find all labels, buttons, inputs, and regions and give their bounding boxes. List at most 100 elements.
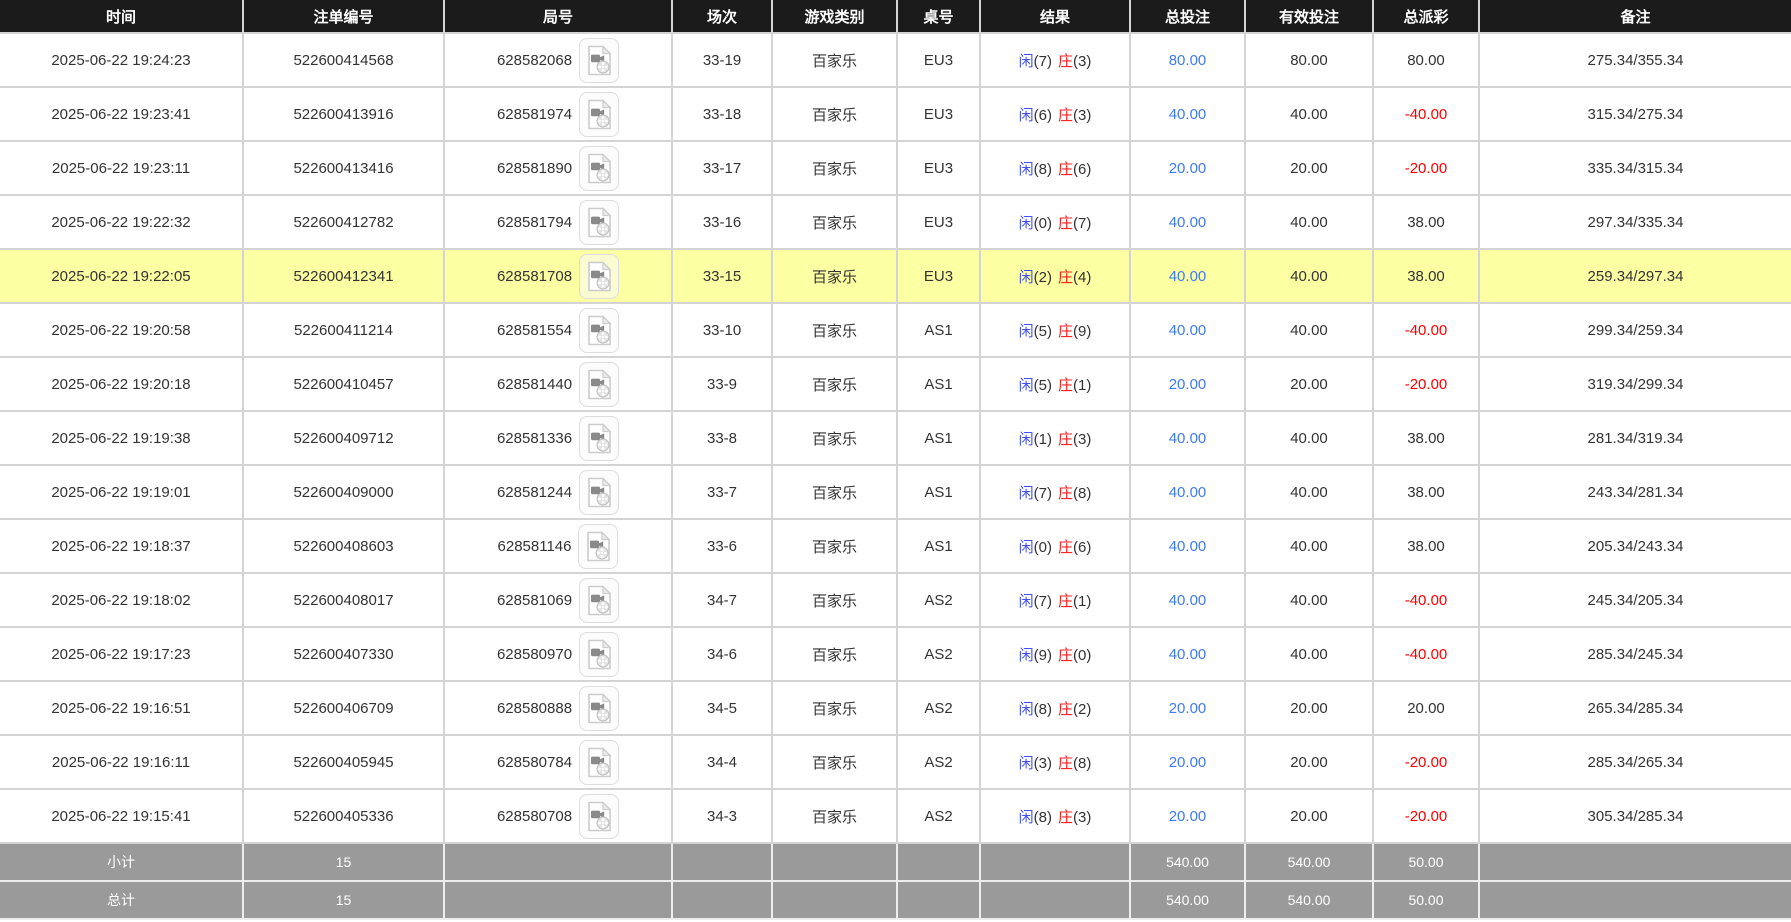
cell-time: 2025-06-22 19:16:51	[0, 680, 244, 736]
banker-result-label: 庄	[1058, 268, 1074, 286]
round-id-text: 628581890	[496, 159, 573, 177]
table-row[interactable]: 2025-06-22 19:22:05 522600412341 6285817…	[0, 248, 1791, 304]
cell-valid-bet: 40.00	[1244, 572, 1374, 628]
table-row[interactable]: 2025-06-22 19:23:41 522600413916 6285819…	[0, 86, 1791, 142]
cell-round-id: 628581554	[443, 302, 673, 358]
table-row[interactable]: 2025-06-22 19:18:37 522600408603 6285811…	[0, 518, 1791, 574]
cell-total-bet: 40.00	[1129, 194, 1246, 250]
video-file-icon	[587, 314, 611, 345]
video-file-icon	[587, 260, 611, 291]
table-row[interactable]: 2025-06-22 19:24:23 522600414568 6285820…	[0, 32, 1791, 88]
cell-result: 闲(7) 庄(8)	[979, 464, 1131, 520]
player-result-score: (0)	[1033, 214, 1052, 232]
table-row[interactable]: 2025-06-22 19:15:41 522600405336 6285807…	[0, 788, 1791, 844]
player-result-label: 闲	[1018, 376, 1034, 394]
cell-table-no: AS2	[896, 626, 981, 682]
cell-round-id: 628581794	[443, 194, 673, 250]
round-id-text: 628580708	[496, 807, 573, 825]
cell-remark: 205.34/243.34	[1478, 518, 1791, 574]
round-id-text: 628580970	[496, 645, 573, 663]
video-replay-button[interactable]	[579, 469, 620, 515]
cell-remark: 305.34/285.34	[1478, 788, 1791, 844]
banker-result-score: (4)	[1073, 268, 1092, 286]
video-replay-button[interactable]	[579, 145, 620, 191]
cell-game-type: 百家乐	[771, 788, 898, 844]
table-row[interactable]: 2025-06-22 19:19:01 522600409000 6285812…	[0, 464, 1791, 520]
video-replay-button[interactable]	[579, 631, 620, 677]
summary-row: 小计 15 540.00 540.00 50.00	[0, 842, 1791, 882]
header-row: 时间 注单编号 局号 场次 游戏类别 桌号 结果 总投注 有效投注 总派彩 备注	[0, 0, 1791, 34]
cell-round-id: 628581336	[443, 410, 673, 466]
cell-valid-bet: 40.00	[1244, 464, 1374, 520]
cell-result: 闲(1) 庄(3)	[979, 410, 1131, 466]
player-result-score: (0)	[1033, 538, 1052, 556]
banker-result-score: (1)	[1073, 592, 1092, 610]
cell-remark: 299.34/259.34	[1478, 302, 1791, 358]
video-replay-button[interactable]	[579, 415, 620, 461]
cell-time: 2025-06-22 19:20:18	[0, 356, 244, 412]
video-replay-button[interactable]	[579, 361, 620, 407]
cell-time: 2025-06-22 19:20:58	[0, 302, 244, 358]
cell-remark: 315.34/275.34	[1478, 86, 1791, 142]
cell-time: 2025-06-22 19:23:41	[0, 86, 244, 142]
banker-result-score: (0)	[1073, 646, 1092, 664]
table-row[interactable]: 2025-06-22 19:20:18 522600410457 6285814…	[0, 356, 1791, 412]
table-row[interactable]: 2025-06-22 19:23:11 522600413416 6285818…	[0, 140, 1791, 196]
video-file-icon	[587, 692, 611, 723]
video-file-icon	[587, 206, 611, 237]
video-replay-button[interactable]	[579, 91, 620, 137]
cell-round-id: 628582068	[443, 32, 673, 88]
table-row[interactable]: 2025-06-22 19:22:32 522600412782 6285817…	[0, 194, 1791, 250]
cell-round-id: 628581708	[443, 248, 673, 304]
player-result-label: 闲	[1018, 214, 1034, 232]
round-id-text: 628581794	[496, 213, 573, 231]
table-row[interactable]: 2025-06-22 19:18:02 522600408017 6285810…	[0, 572, 1791, 628]
table-row[interactable]: 2025-06-22 19:19:38 522600409712 6285813…	[0, 410, 1791, 466]
table-row[interactable]: 2025-06-22 19:16:11 522600405945 6285807…	[0, 734, 1791, 790]
banker-result-score: (3)	[1073, 106, 1092, 124]
player-result-score: (7)	[1033, 52, 1052, 70]
summary-total-bet: 540.00	[1129, 880, 1246, 920]
player-result-label: 闲	[1018, 484, 1034, 502]
video-replay-button[interactable]	[579, 577, 620, 623]
cell-bet-id: 522600405945	[242, 734, 445, 790]
banker-result-score: (7)	[1073, 214, 1092, 232]
cell-table-no: AS1	[896, 356, 981, 412]
cell-table-no: AS1	[896, 302, 981, 358]
cell-total-bet: 20.00	[1129, 734, 1246, 790]
cell-bet-id: 522600406709	[242, 680, 445, 736]
summary-label: 小计	[0, 842, 244, 882]
cell-time: 2025-06-22 19:23:11	[0, 140, 244, 196]
video-replay-button[interactable]	[579, 37, 620, 83]
cell-result: 闲(5) 庄(9)	[979, 302, 1131, 358]
table-row[interactable]: 2025-06-22 19:20:58 522600411214 6285815…	[0, 302, 1791, 358]
video-replay-button[interactable]	[579, 739, 620, 785]
cell-payout: -40.00	[1372, 86, 1480, 142]
cell-valid-bet: 40.00	[1244, 302, 1374, 358]
cell-valid-bet: 80.00	[1244, 32, 1374, 88]
cell-payout: 38.00	[1372, 248, 1480, 304]
table-row[interactable]: 2025-06-22 19:16:51 522600406709 6285808…	[0, 680, 1791, 736]
player-result-label: 闲	[1018, 592, 1034, 610]
banker-result-label: 庄	[1058, 376, 1074, 394]
video-file-icon	[587, 98, 611, 129]
video-replay-button[interactable]	[579, 307, 620, 353]
video-replay-button[interactable]	[579, 685, 620, 731]
cell-round-id: 628581146	[443, 518, 673, 574]
col-header-round-id: 局号	[443, 0, 673, 34]
video-replay-button[interactable]	[579, 199, 620, 245]
video-replay-button[interactable]	[579, 793, 620, 839]
cell-total-bet: 40.00	[1129, 626, 1246, 682]
table-row[interactable]: 2025-06-22 19:17:23 522600407330 6285809…	[0, 626, 1791, 682]
cell-payout: -40.00	[1372, 572, 1480, 628]
table-body: 2025-06-22 19:24:23 522600414568 6285820…	[0, 32, 1791, 844]
cell-game-type: 百家乐	[771, 464, 898, 520]
summary-empty-result	[979, 842, 1131, 882]
banker-result-score: (9)	[1073, 322, 1092, 340]
cell-session: 33-6	[671, 518, 773, 574]
cell-round-id: 628581440	[443, 356, 673, 412]
banker-result-label: 庄	[1058, 322, 1074, 340]
video-replay-button[interactable]	[579, 253, 620, 299]
player-result-score: (5)	[1033, 376, 1052, 394]
video-replay-button[interactable]	[578, 523, 619, 569]
